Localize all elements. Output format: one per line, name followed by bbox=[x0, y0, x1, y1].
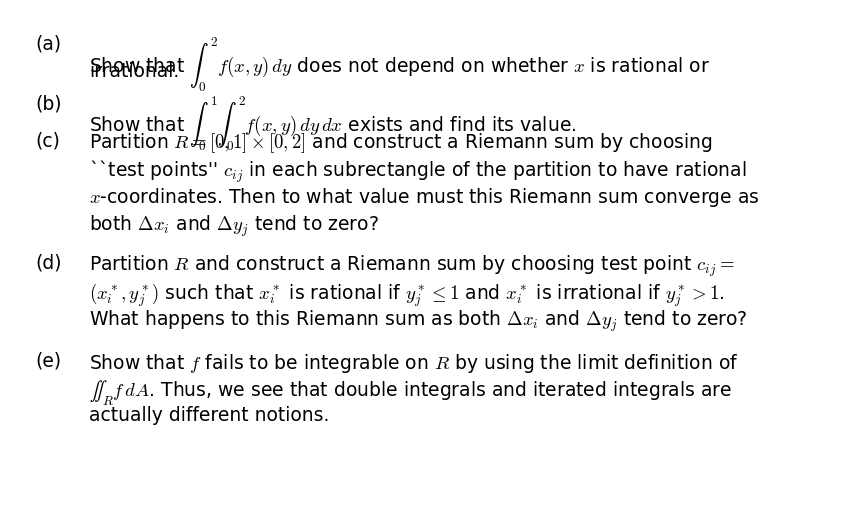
Text: irrational.: irrational. bbox=[89, 62, 180, 81]
Text: Show that $f$ fails to be integrable on $R$ by using the limit definition of: Show that $f$ fails to be integrable on … bbox=[89, 352, 739, 375]
Text: Show that $\int_0^1 \int_0^2 f(x,y)\, dy\, dx$ exists and find its value.: Show that $\int_0^1 \int_0^2 f(x,y)\, dy… bbox=[89, 94, 577, 153]
Text: What happens to this Riemann sum as both $\Delta x_i$ and $\Delta y_j$ tend to z: What happens to this Riemann sum as both… bbox=[89, 308, 748, 334]
Text: $(x_i^*, y_j^*)$ such that $x_i^*$ is rational if $y_j^* \leq 1$ and $x_i^*$ is : $(x_i^*, y_j^*)$ such that $x_i^*$ is ra… bbox=[89, 281, 724, 309]
Text: (c): (c) bbox=[36, 131, 60, 150]
Text: Show that $\int_0^2 f(x,y)\, dy$ does not depend on whether $x$ is rational or: Show that $\int_0^2 f(x,y)\, dy$ does no… bbox=[89, 35, 710, 94]
Text: $\iint_R f\, dA$. Thus, we see that double integrals and iterated integrals are: $\iint_R f\, dA$. Thus, we see that doub… bbox=[89, 379, 732, 408]
Text: (b): (b) bbox=[36, 94, 62, 113]
Text: Partition $R = [0,1] \times [0,2]$ and construct a Riemann sum by choosing: Partition $R = [0,1] \times [0,2]$ and c… bbox=[89, 131, 713, 155]
Text: $x$-coordinates. Then to what value must this Riemann sum converge as: $x$-coordinates. Then to what value must… bbox=[89, 186, 760, 209]
Text: ``test points'' $c_{ij}$ in each subrectangle of the partition to have rational: ``test points'' $c_{ij}$ in each subrect… bbox=[89, 159, 746, 185]
Text: Partition $R$ and construct a Riemann sum by choosing test point $c_{ij} =$: Partition $R$ and construct a Riemann su… bbox=[89, 254, 734, 279]
Text: actually different notions.: actually different notions. bbox=[89, 406, 330, 425]
Text: (a): (a) bbox=[36, 35, 62, 54]
Text: both $\Delta x_i$ and $\Delta y_j$ tend to zero?: both $\Delta x_i$ and $\Delta y_j$ tend … bbox=[89, 213, 379, 238]
Text: (e): (e) bbox=[36, 352, 62, 371]
Text: (d): (d) bbox=[36, 254, 62, 273]
